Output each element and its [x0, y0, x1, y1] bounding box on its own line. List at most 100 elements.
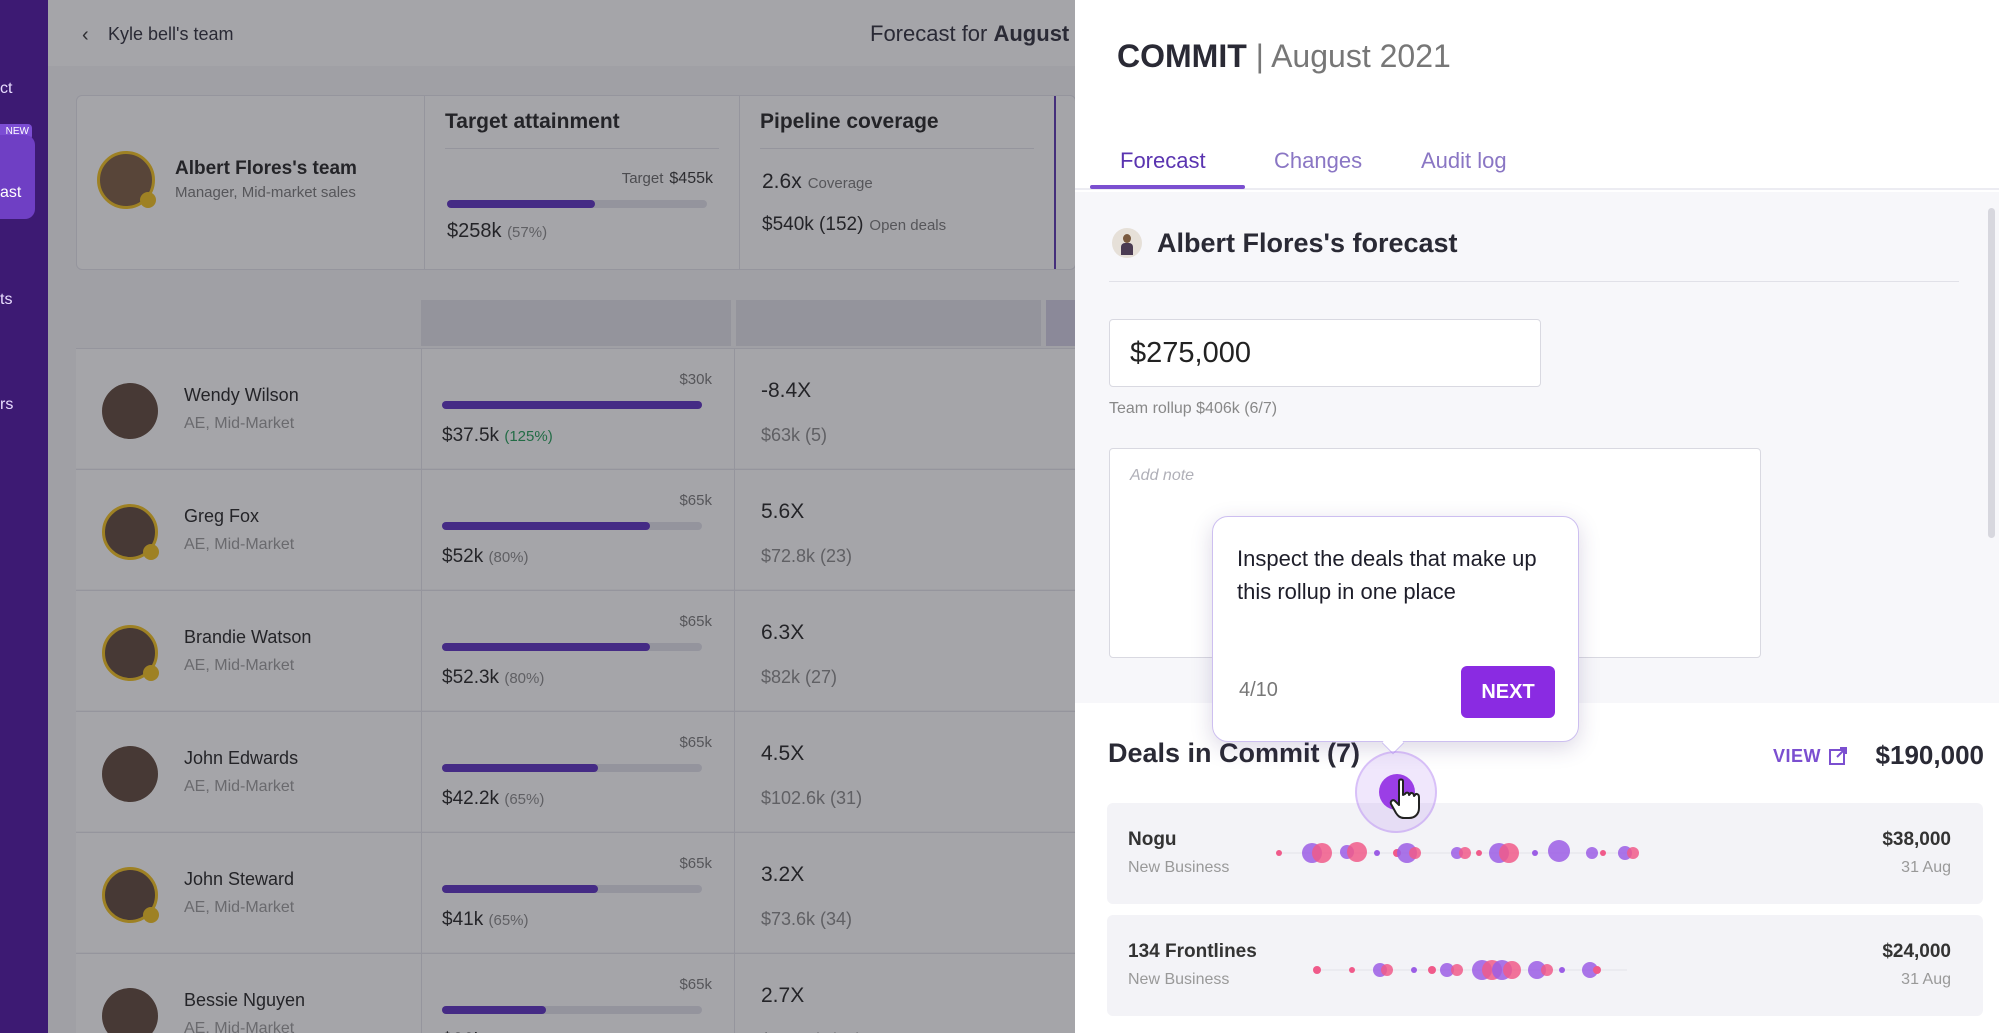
- hand-pointer-icon: [1389, 778, 1420, 819]
- sidebar-item-users[interactable]: rs: [0, 396, 13, 414]
- sidebar-item-reports[interactable]: ts: [0, 291, 12, 309]
- attainment-percent: (80%): [488, 549, 529, 566]
- avatar: [102, 625, 159, 681]
- coverage-line: 2.6x Coverage: [762, 170, 873, 194]
- team-summary-card: Albert Flores's team Manager, Mid-market…: [76, 95, 1075, 270]
- view-deals-link[interactable]: VIEW: [1773, 746, 1822, 766]
- activity-dot: [1440, 963, 1454, 977]
- rep-attainment: $26k (40%): [442, 1030, 529, 1033]
- open-deals-value: $540k (152): [762, 214, 864, 235]
- table-header-cell: [736, 300, 1041, 346]
- rep-pipeline: $102.6k (31): [761, 788, 863, 808]
- target-attainment-card: Target attainment Target $455k $258k (57%…: [424, 96, 739, 269]
- chevron-left-icon[interactable]: ‹: [82, 24, 89, 46]
- scrollbar[interactable]: [1988, 208, 1995, 538]
- status-icon: [140, 192, 156, 208]
- activity-dot: [1381, 964, 1393, 976]
- attainment-value: $258k (57%): [447, 220, 547, 243]
- forecast-category: COMMIT: [1117, 38, 1247, 74]
- deal-row[interactable]: Nogu New Business $38,000 31 Aug: [1107, 803, 1983, 904]
- next-button[interactable]: NEXT: [1461, 666, 1555, 718]
- avatar: [97, 151, 156, 209]
- rep-attainment-cell: $65k $52.3k (80%): [421, 591, 734, 711]
- avatar: [102, 746, 158, 802]
- table-row[interactable]: Greg Fox AE, Mid-Market $65k $52k (80%) 5.6X…: [76, 469, 1075, 590]
- forecast-title: Albert Flores's forecast: [1157, 228, 1458, 258]
- activity-dot: [1411, 967, 1417, 973]
- rep-pipeline: $82k (27): [761, 667, 838, 687]
- activity-dot: [1428, 966, 1436, 974]
- deal-activity-timeline: [1313, 960, 1627, 980]
- rep-target: $65k: [679, 492, 712, 509]
- progress-bar: [442, 1006, 702, 1014]
- open-deals-line: $540k (152) Open deals: [762, 214, 946, 236]
- divider: [1109, 281, 1959, 282]
- table-row[interactable]: John Edwards AE, Mid-Market $65k $42.2k (65…: [76, 711, 1075, 832]
- next-column-card: [1054, 96, 1075, 269]
- tab-changes[interactable]: Changes: [1274, 148, 1363, 173]
- open-deals-label: Open deals: [869, 217, 947, 234]
- deal-close-date: 31 Aug: [1901, 971, 1951, 988]
- tab-audit-log[interactable]: Audit log: [1421, 148, 1507, 173]
- external-link-icon[interactable]: [1828, 746, 1848, 766]
- rep-name[interactable]: John Steward: [184, 869, 295, 889]
- rep-name[interactable]: Brandie Watson: [184, 627, 312, 647]
- modal-backdrop[interactable]: [48, 0, 1075, 1033]
- rep-coverage-cell: -8.4X $63k (5): [734, 349, 1044, 469]
- rep-coverage: 6.3X: [761, 621, 805, 644]
- breadcrumb-team[interactable]: Kyle bell's team: [108, 24, 234, 44]
- deals-total: $190,000: [1875, 740, 1984, 770]
- table-row[interactable]: Wendy Wilson AE, Mid-Market $30k $37.5k (12…: [76, 348, 1075, 469]
- avatar-body: [1121, 243, 1133, 255]
- team-rollup-text: Team rollup $406k (6/7): [1109, 400, 1278, 417]
- app-sidebar: ct NEW ast ts rs: [0, 0, 48, 1033]
- forecast-amount-input[interactable]: [1109, 319, 1541, 387]
- deal-close-date: 31 Aug: [1901, 859, 1951, 876]
- rep-coverage: 5.6X: [761, 500, 805, 523]
- rep-name[interactable]: Wendy Wilson: [184, 385, 299, 405]
- panel-title: COMMIT | August 2021: [1117, 38, 1451, 75]
- deals-heading: Deals in Commit (7): [1108, 738, 1361, 768]
- deal-row[interactable]: 134 Frontlines New Business $24,000 31 A…: [1107, 915, 1983, 1016]
- deal-activity-timeline: [1276, 840, 1639, 863]
- sidebar-item-contacts[interactable]: ct: [0, 80, 12, 98]
- activity-dot: [1349, 967, 1355, 973]
- rep-coverage: -8.4X: [761, 379, 812, 402]
- target-value: $455k: [669, 170, 713, 187]
- table-row[interactable]: Bessie Nguyen AE, Mid-Market $65k $26k (40%…: [76, 953, 1075, 1033]
- activity-dot: [1586, 847, 1598, 859]
- progress-bar: [442, 643, 702, 651]
- rep-name[interactable]: John Edwards: [184, 748, 299, 768]
- table-row[interactable]: Brandie Watson AE, Mid-Market $65k $52.3k (…: [76, 590, 1075, 711]
- sidebar-item-forecast[interactable]: ast: [0, 135, 35, 219]
- rep-name[interactable]: Greg Fox: [184, 506, 260, 526]
- rep-attainment: $52k (80%): [442, 546, 529, 568]
- attainment-amount: $258k: [447, 220, 502, 242]
- sidebar-item-label: ct: [0, 80, 13, 97]
- rep-role: AE, Mid-Market: [184, 1020, 295, 1033]
- avatar: [102, 988, 158, 1033]
- rep-attainment-cell: $65k $26k (40%): [421, 954, 734, 1033]
- sidebar-item-label: ts: [0, 291, 13, 308]
- rep-coverage-cell: 3.2X $73.6k (34): [734, 833, 1044, 953]
- rep-coverage-cell: 4.5X $102.6k (31): [734, 712, 1044, 832]
- rep-name[interactable]: Bessie Nguyen: [184, 990, 306, 1010]
- activity-dot: [1409, 847, 1421, 859]
- divider: [445, 148, 719, 149]
- title-separator: |: [1246, 38, 1272, 74]
- target-caption: Target: [621, 170, 664, 187]
- progress-bar: [442, 764, 702, 772]
- panel-tabs: Forecast Changes Audit log: [1075, 140, 1999, 190]
- forecast-period: August 2021: [1271, 38, 1451, 74]
- table-row[interactable]: John Steward AE, Mid-Market $65k $41k (65%)…: [76, 832, 1075, 953]
- tab-forecast[interactable]: Forecast: [1120, 148, 1206, 173]
- activity-dot: [1600, 850, 1606, 856]
- column-title: Target attainment: [445, 110, 620, 133]
- progress-bar: [442, 401, 702, 409]
- progress-fill: [442, 401, 702, 409]
- deal-type: New Business: [1128, 859, 1230, 876]
- rep-coverage-cell: 5.6X $72.8k (23): [734, 470, 1044, 590]
- activity-dot: [1627, 847, 1639, 859]
- activity-dot: [1593, 966, 1601, 974]
- team-name: Albert Flores's team: [175, 158, 357, 179]
